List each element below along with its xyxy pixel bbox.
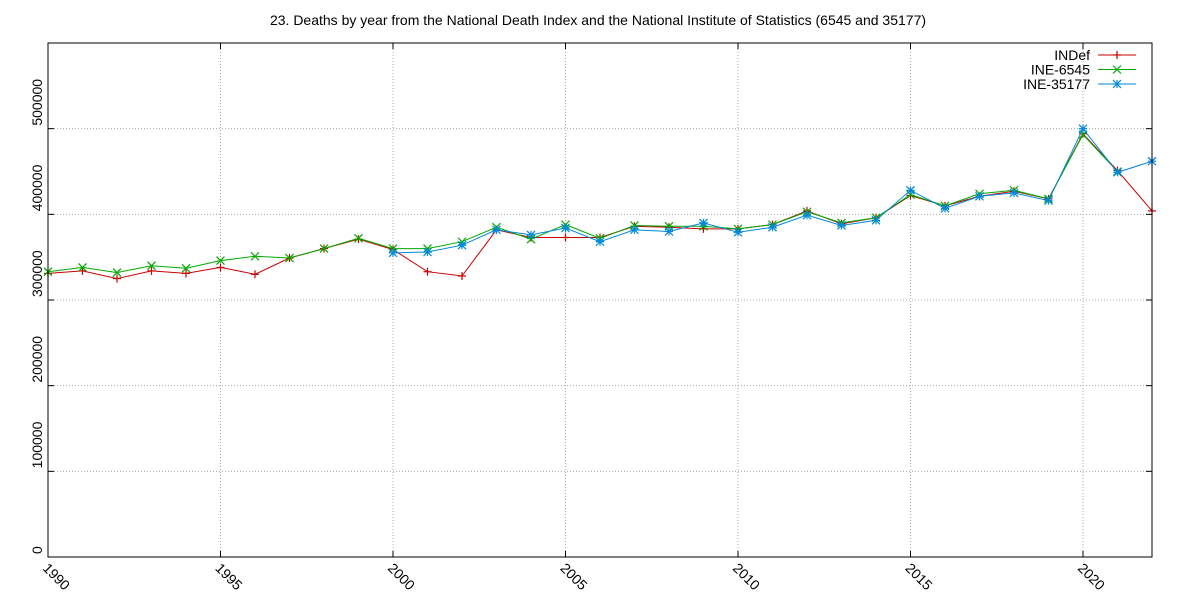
series-ine-6545-point: [285, 253, 294, 263]
series-ine-6545-point: [630, 221, 639, 230]
legend-indef-marker: [1113, 51, 1121, 59]
series-ine-6545-point: [181, 263, 191, 273]
legend-ine-35177-marker: [1112, 79, 1122, 89]
y-tick-label: 100000: [29, 421, 45, 468]
series-ine-35177-point: [871, 215, 881, 225]
legend-ine-35177-label: INE-35177: [1023, 76, 1090, 92]
y-tick-label: 400000: [29, 164, 45, 211]
x-tick-label: 2005: [557, 560, 590, 593]
series-indef-point: [182, 269, 190, 278]
series-ine-35177-point: [526, 230, 536, 240]
x-tick-label: 1995: [212, 560, 245, 593]
series-ine-6545-point: [388, 244, 398, 254]
series-ine-35177-point: [492, 225, 501, 235]
series-ine-35177-point: [699, 218, 708, 228]
series-indef: [44, 129, 1156, 283]
chart-title: 23. Deaths by year from the National Dea…: [270, 12, 926, 28]
legend-ine-6545-marker: [1112, 65, 1122, 74]
y-tick-label: 300000: [29, 250, 45, 297]
series-indef-point: [458, 272, 466, 281]
y-tick-label: 500000: [29, 79, 45, 126]
series-ine-35177-point: [595, 237, 605, 247]
y-tick-label: 0: [29, 546, 45, 554]
series-ine-6545-point: [112, 268, 122, 278]
series-ine-35177-point: [1044, 196, 1053, 206]
y-tick-label: 200000: [29, 336, 45, 383]
x-tick-label: 2010: [730, 560, 763, 593]
x-tick-label: 2015: [902, 560, 935, 593]
series-ine-6545-point: [216, 256, 225, 266]
series-indef-point: [113, 274, 121, 283]
series-indef-point: [216, 263, 225, 272]
series-ine-35177-point: [423, 247, 432, 257]
series-ine-35177-point: [802, 210, 812, 220]
legend-ine-6545-label: INE-6545: [1031, 62, 1090, 78]
series-ine-35177-point: [837, 221, 846, 230]
series-ine-35177-point: [630, 225, 639, 235]
series-ine-6545-point: [319, 244, 329, 254]
series-ine-6545-point: [250, 251, 260, 261]
series-ine-35177-point: [733, 227, 743, 237]
series-indef-point: [147, 266, 156, 275]
x-tick-label: 1990: [40, 560, 73, 593]
series-indef-point: [251, 270, 259, 279]
x-tick-label: 2020: [1075, 560, 1108, 593]
grid: [48, 43, 1152, 557]
series-ine-6545-line: [47, 133, 1118, 274]
series-indef-point: [561, 233, 570, 242]
series-indef-line: [47, 132, 1153, 280]
series-ine-6545-point: [526, 234, 536, 244]
legend-indef-label: INDef: [1054, 47, 1090, 63]
plot-series: [43, 124, 1157, 283]
series-ine-6545-point: [147, 261, 156, 271]
series-indef-point: [423, 267, 432, 276]
axis-ticks: 1990 1995 2000 2005 2010 2015 2020 0 100000 20000…: [29, 43, 1152, 593]
series-ine-35177-point: [561, 223, 570, 233]
series-ine-35177-point: [664, 227, 674, 236]
series-ine-35177-point: [940, 203, 950, 213]
series-ine-6545-point: [78, 263, 87, 272]
series-ine-35177-point: [906, 185, 915, 195]
series-ine-35177-point: [457, 240, 467, 250]
series-ine-35177-point: [975, 191, 984, 201]
series-ine-35177-point: [1078, 124, 1088, 134]
series-ine-35177-point: [1009, 188, 1019, 198]
x-tick-label: 2000: [385, 560, 418, 593]
series-ine-35177: [388, 124, 1157, 258]
series-ine-35177-line: [392, 127, 1153, 254]
series-ine-35177-point: [388, 248, 398, 258]
series-ine-35177-point: [1113, 167, 1122, 177]
series-ine-6545-point: [354, 233, 363, 243]
series-ine-35177-point: [768, 222, 777, 232]
